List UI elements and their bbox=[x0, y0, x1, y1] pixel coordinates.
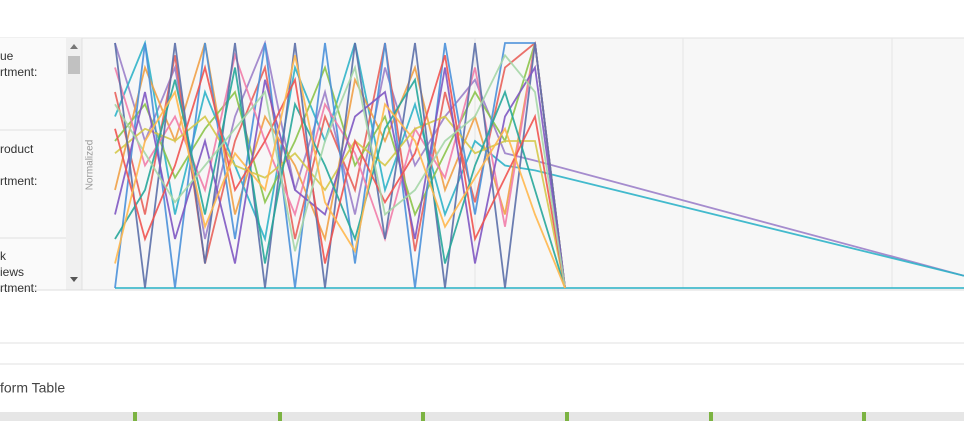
marker bbox=[709, 412, 713, 421]
marker bbox=[421, 412, 425, 421]
marker bbox=[862, 412, 866, 421]
timeline bbox=[0, 412, 964, 421]
scroll-down[interactable] bbox=[70, 277, 78, 282]
scrollbar[interactable] bbox=[66, 38, 82, 290]
series-line bbox=[114, 55, 566, 289]
series-line bbox=[114, 64, 566, 289]
panel-label: rtment: bbox=[0, 174, 37, 188]
panel-label: roduct bbox=[0, 142, 34, 156]
panel-label: ue bbox=[0, 49, 14, 63]
scroll-thumb[interactable] bbox=[68, 56, 80, 74]
scroll-up[interactable] bbox=[70, 44, 78, 49]
section-title: form Table bbox=[0, 380, 65, 396]
series-line bbox=[114, 53, 566, 289]
panel-label: rtment: bbox=[0, 281, 37, 295]
marker bbox=[278, 412, 282, 421]
panel-label: k bbox=[0, 249, 7, 263]
panel-label: iews bbox=[0, 265, 24, 279]
y-axis-label: Normalized bbox=[85, 140, 96, 191]
marker bbox=[133, 412, 137, 421]
panel-label: rtment: bbox=[0, 65, 37, 79]
marker bbox=[565, 412, 569, 421]
lines bbox=[114, 39, 964, 289]
timeline-markers bbox=[133, 412, 866, 421]
series-line bbox=[114, 54, 566, 289]
left-panel bbox=[0, 38, 66, 290]
